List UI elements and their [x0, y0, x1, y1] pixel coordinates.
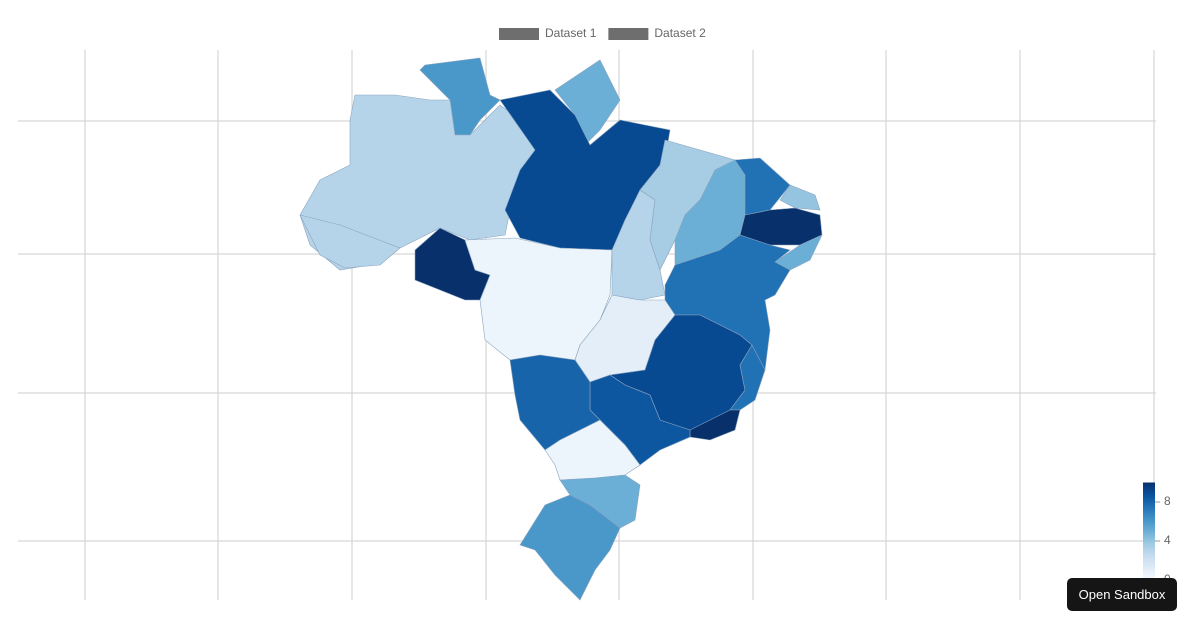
map [299, 57, 823, 601]
region [299, 214, 401, 269]
legend-swatch [608, 28, 649, 40]
scale-tick-label: 8 [1164, 494, 1171, 508]
color-bar [1143, 482, 1155, 580]
open-sandbox-button[interactable]: Open Sandbox [1067, 578, 1177, 611]
region [519, 494, 621, 601]
region [299, 94, 536, 271]
legend-swatch [499, 28, 539, 40]
region [419, 57, 501, 136]
region [544, 419, 641, 481]
scale-tick-label: 4 [1164, 533, 1171, 547]
legend: Dataset 1 Dataset 2 [499, 26, 706, 40]
region [774, 234, 823, 271]
color-scale: 048 [1143, 482, 1171, 586]
region [779, 184, 821, 211]
legend-label: Dataset 2 [654, 26, 706, 40]
legend-label: Dataset 1 [545, 26, 597, 40]
